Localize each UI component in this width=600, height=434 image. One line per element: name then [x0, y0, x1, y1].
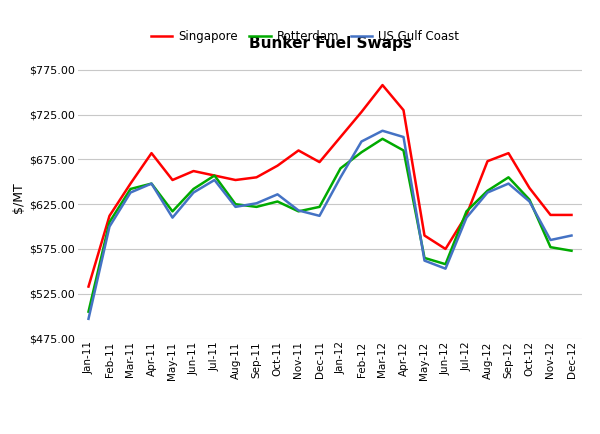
Rotterdam: [463, 209, 470, 214]
Line: US Gulf Coast: US Gulf Coast: [89, 131, 571, 319]
Rotterdam: [232, 201, 239, 207]
Singapore: [85, 284, 92, 289]
US Gulf Coast: [442, 266, 449, 271]
Singapore: [169, 178, 176, 183]
US Gulf Coast: [421, 258, 428, 263]
Singapore: [253, 175, 260, 180]
US Gulf Coast: [526, 199, 533, 204]
Rotterdam: [400, 148, 407, 153]
Singapore: [484, 158, 491, 164]
Singapore: [190, 168, 197, 174]
Singapore: [337, 135, 344, 140]
Rotterdam: [568, 248, 575, 253]
Line: Rotterdam: Rotterdam: [89, 139, 571, 312]
Rotterdam: [211, 173, 218, 178]
US Gulf Coast: [232, 204, 239, 210]
US Gulf Coast: [400, 135, 407, 140]
US Gulf Coast: [106, 224, 113, 229]
Singapore: [400, 108, 407, 113]
Rotterdam: [295, 209, 302, 214]
US Gulf Coast: [253, 201, 260, 206]
Rotterdam: [526, 197, 533, 202]
Singapore: [379, 82, 386, 88]
Rotterdam: [106, 220, 113, 225]
Singapore: [568, 212, 575, 217]
Rotterdam: [316, 204, 323, 210]
US Gulf Coast: [169, 215, 176, 220]
Rotterdam: [505, 175, 512, 180]
Singapore: [505, 151, 512, 156]
US Gulf Coast: [127, 190, 134, 195]
Singapore: [148, 151, 155, 156]
Rotterdam: [148, 181, 155, 186]
US Gulf Coast: [295, 208, 302, 213]
Singapore: [442, 247, 449, 252]
Singapore: [421, 233, 428, 238]
Rotterdam: [379, 136, 386, 141]
Singapore: [358, 109, 365, 115]
Y-axis label: $/MT: $/MT: [12, 182, 25, 213]
US Gulf Coast: [316, 213, 323, 218]
US Gulf Coast: [337, 175, 344, 180]
Singapore: [106, 213, 113, 218]
US Gulf Coast: [568, 233, 575, 238]
Title: Bunker Fuel Swaps: Bunker Fuel Swaps: [248, 36, 412, 51]
Rotterdam: [484, 188, 491, 194]
Rotterdam: [442, 262, 449, 267]
Singapore: [232, 178, 239, 183]
Singapore: [127, 181, 134, 186]
Singapore: [547, 212, 554, 217]
US Gulf Coast: [463, 215, 470, 220]
Singapore: [316, 159, 323, 164]
Rotterdam: [337, 166, 344, 171]
Rotterdam: [358, 150, 365, 155]
US Gulf Coast: [148, 181, 155, 186]
Singapore: [274, 163, 281, 168]
US Gulf Coast: [85, 316, 92, 322]
US Gulf Coast: [211, 178, 218, 183]
US Gulf Coast: [547, 237, 554, 243]
Rotterdam: [253, 204, 260, 210]
Rotterdam: [127, 186, 134, 191]
Rotterdam: [274, 199, 281, 204]
Rotterdam: [547, 245, 554, 250]
Legend: Singapore, Rotterdam, US Gulf Coast: Singapore, Rotterdam, US Gulf Coast: [146, 26, 464, 48]
US Gulf Coast: [484, 190, 491, 195]
Singapore: [526, 185, 533, 191]
Rotterdam: [190, 186, 197, 191]
Singapore: [463, 212, 470, 217]
Singapore: [295, 148, 302, 153]
Rotterdam: [169, 209, 176, 214]
US Gulf Coast: [379, 128, 386, 133]
Rotterdam: [421, 255, 428, 260]
Line: Singapore: Singapore: [89, 85, 571, 286]
US Gulf Coast: [274, 192, 281, 197]
Rotterdam: [85, 309, 92, 314]
US Gulf Coast: [505, 181, 512, 186]
US Gulf Coast: [358, 139, 365, 144]
Singapore: [211, 173, 218, 178]
US Gulf Coast: [190, 190, 197, 195]
